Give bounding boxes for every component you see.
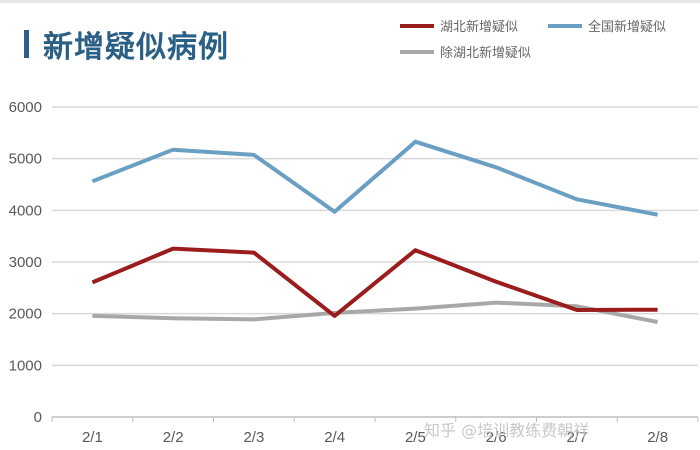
legend-label-hubei: 湖北新增疑似 [440, 20, 519, 35]
legend-item-national: 全国新增疑似 [548, 16, 666, 35]
x-tick-label: 2/7 [566, 429, 587, 446]
legend-swatch-hubei [400, 23, 434, 28]
series-line-1 [91, 139, 658, 217]
title-accent-bar [24, 30, 29, 58]
chart-title: 新增疑似病例 [43, 30, 229, 65]
legend-swatch-national [548, 23, 582, 28]
y-axis: 0 1000 2000 3000 4000 5000 6000 [9, 99, 42, 426]
y-tick-label: 0 [34, 409, 42, 426]
legend-label-national: 全国新增疑似 [588, 20, 667, 35]
series-line-2 [92, 300, 658, 324]
legend-label-non-hubei: 除湖北新增疑似 [440, 46, 532, 61]
y-tick-label: 4000 [9, 202, 42, 219]
legend-item-non-hubei: 除湖北新增疑似 [400, 42, 531, 61]
y-tick-label: 2000 [9, 306, 42, 323]
x-tick-label: 2/2 [163, 429, 184, 446]
x-tick-label: 2/8 [647, 429, 668, 446]
x-tick-label: 2/3 [243, 429, 264, 446]
chart-title-block: 新增疑似病例 [24, 22, 229, 66]
y-tick-label: 3000 [9, 254, 42, 271]
x-tick-label: 2/5 [405, 429, 426, 446]
series-line-0 [91, 246, 658, 318]
x-tick-label: 2/1 [82, 429, 103, 446]
watermark: 知乎 @培训教练费朝祥 [424, 421, 590, 440]
y-tick-label: 6000 [9, 99, 42, 116]
legend-item-hubei: 湖北新增疑似 [400, 16, 518, 35]
x-tick-label: 2/6 [486, 429, 507, 446]
y-tick-label: 1000 [9, 357, 42, 374]
legend-swatch-non-hubei [400, 49, 434, 54]
y-tick-label: 5000 [9, 151, 42, 168]
series-lines [91, 139, 658, 324]
x-tick-label: 2/4 [324, 429, 345, 446]
x-axis: 2/1 2/2 2/3 2/4 2/5 2/6 2/7 2/8 [51, 417, 699, 446]
gridlines [52, 106, 698, 418]
